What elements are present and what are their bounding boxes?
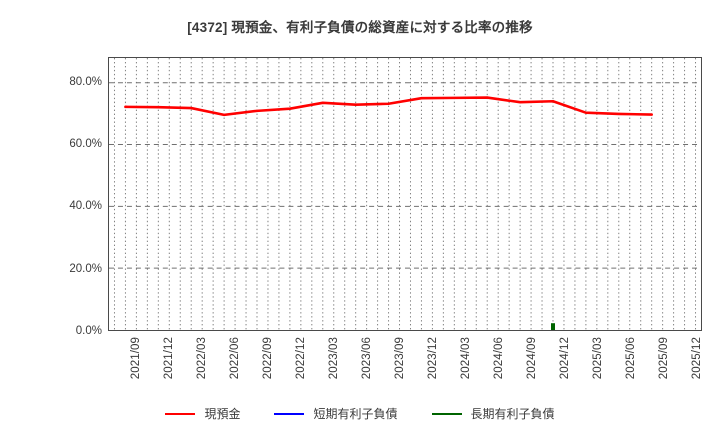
legend-color-swatch [165,412,196,415]
y-axis-tick-label: 80.0% [69,75,102,88]
legend-label: 現預金 [204,407,241,421]
x-axis-tick-label: 2023/12 [426,337,439,380]
plot-inner [109,58,701,330]
plot-area [108,57,702,331]
y-axis-tick-label: 40.0% [69,200,102,213]
x-axis-tick-label: 2023/09 [393,337,406,380]
chart-title: [4372] 現預金、有利子負債の総資産に対する比率の推移 [187,20,533,35]
x-axis-tick-label: 2021/09 [129,337,142,380]
x-axis-tick-label: 2024/12 [558,337,571,380]
x-axis-tick-label: 2023/06 [360,337,373,380]
series-lines [124,96,653,330]
x-axis-tick-label: 2022/12 [294,337,307,380]
legend-label: 短期有利子負債 [313,407,398,421]
legend-color-swatch [431,412,462,415]
x-axis-tick-label: 2022/09 [261,337,274,380]
y-axis: 0.0% 20.0% 40.0% 60.0% 80.0% [40,0,102,440]
x-axis-tick-label: 2024/03 [459,337,472,380]
x-axis-tick-label: 2025/06 [624,337,637,380]
legend-entry[interactable]: 現預金 [165,405,240,422]
y-axis-tick-label: 20.0% [69,262,102,275]
y-axis-tick-label: 60.0% [69,138,102,151]
x-axis-tick-label: 2025/03 [591,337,604,380]
x-axis-tick-label: 2024/06 [492,337,505,380]
x-axis-tick-label: 2025/12 [690,337,703,380]
x-axis-tick-label: 2022/06 [228,337,241,380]
legend-label: 長期有利子負債 [470,407,555,421]
legend-entry[interactable]: 短期有利子負債 [274,405,398,422]
grid-lines [109,58,701,330]
x-axis-tick-label: 2022/03 [195,337,208,380]
x-axis-tick-label: 2023/03 [327,337,340,380]
legend-color-swatch [274,412,305,415]
x-axis-tick-label: 2025/09 [657,337,670,380]
x-axis-tick-label: 2021/12 [162,337,175,380]
legend-entry[interactable]: 長期有利子負債 [431,405,555,422]
chart-legend: 現預金 短期有利子負債 長期有利子負債 [0,405,720,422]
x-axis-tick-label: 2024/09 [525,337,538,380]
y-axis-tick-label: 0.0% [75,325,102,337]
